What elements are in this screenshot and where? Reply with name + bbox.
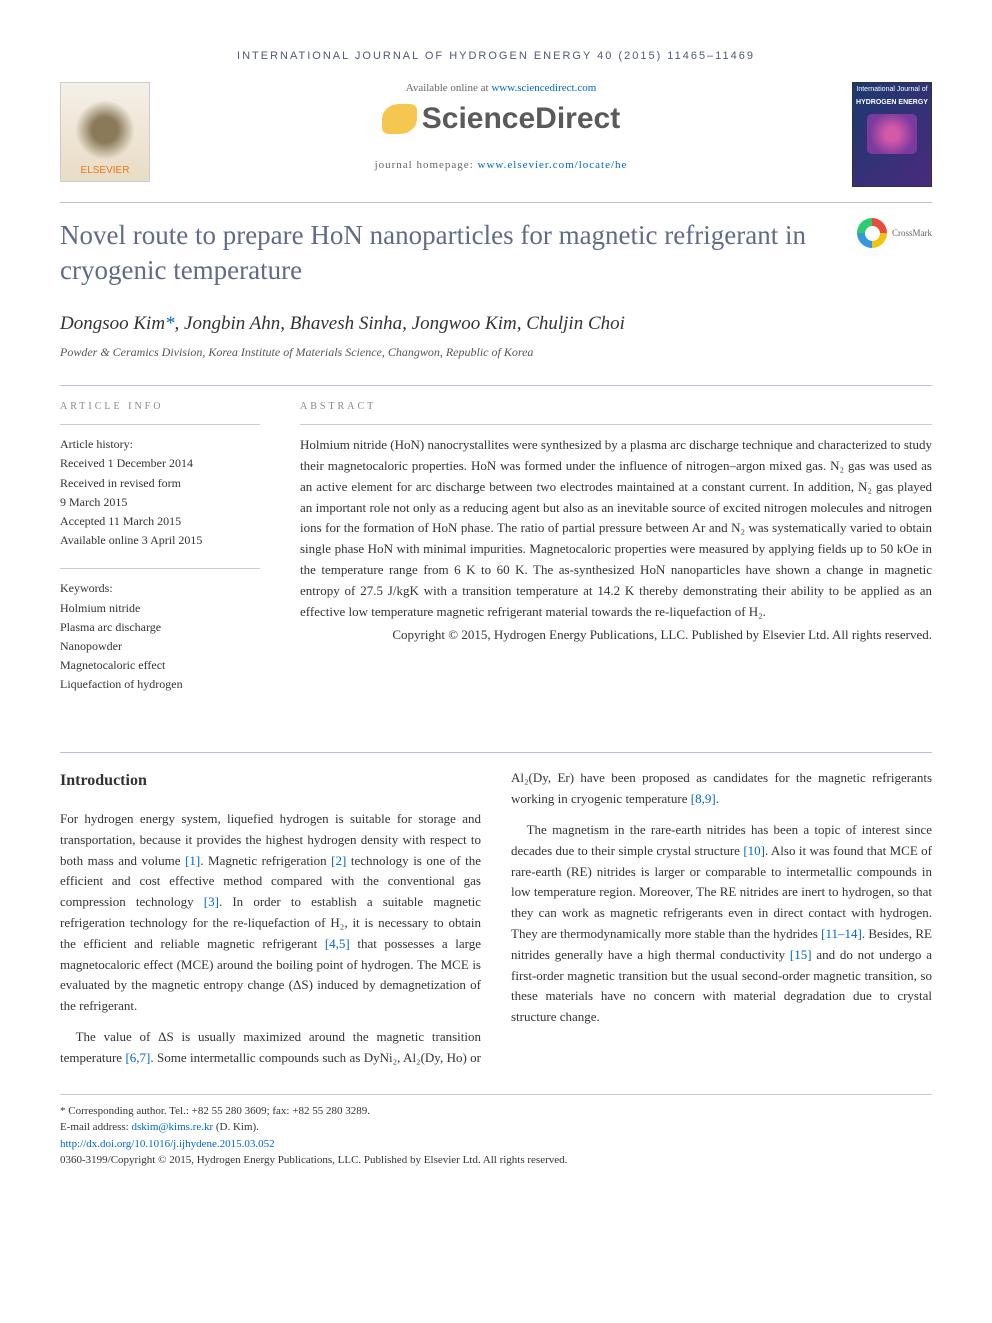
history-received: Received 1 December 2014 [60, 454, 260, 473]
elsevier-logo: ELSEVIER [60, 82, 150, 182]
cover-title: HYDROGEN ENERGY [853, 96, 931, 109]
keywords-label: Keywords: [60, 579, 260, 598]
available-online-text: Available online at www.sciencedirect.co… [170, 82, 832, 94]
history-online: Available online 3 April 2015 [60, 531, 260, 550]
abstract-label: ABSTRACT [300, 401, 932, 412]
history-accepted: Accepted 11 March 2015 [60, 512, 260, 531]
ref-link[interactable]: [1] [185, 853, 200, 868]
intro-paragraph: The magnetism in the rare-earth nitrides… [511, 820, 932, 1028]
issn-copyright: 0360-3199/Copyright © 2015, Hydrogen Ene… [60, 1152, 932, 1169]
introduction-heading: Introduction [60, 768, 481, 794]
footer-section: * Corresponding author. Tel.: +82 55 280… [60, 1094, 932, 1169]
email-link[interactable]: dskim@kims.re.kr [131, 1121, 213, 1133]
keyword: Nanopowder [60, 637, 260, 656]
corresponding-author-footer: * Corresponding author. Tel.: +82 55 280… [60, 1103, 932, 1120]
elsevier-tree-icon [75, 100, 135, 160]
crossmark-badge[interactable]: CrossMark [857, 218, 932, 248]
divider [60, 752, 932, 753]
article-info-sidebar: ARTICLE INFO Article history: Received 1… [60, 401, 260, 712]
corresponding-author-mark: * [165, 313, 175, 334]
keyword: Magnetocaloric effect [60, 656, 260, 675]
ref-link[interactable]: [4,5] [325, 936, 350, 951]
affiliation: Powder & Ceramics Division, Korea Instit… [60, 345, 932, 360]
ref-link[interactable]: [3] [204, 894, 219, 909]
keywords-block: Keywords: Holmium nitride Plasma arc dis… [60, 568, 260, 694]
sciencedirect-swoosh-icon [382, 104, 417, 134]
crossmark-label: CrossMark [892, 228, 932, 238]
abstract-column: ABSTRACT Holmium nitride (HoN) nanocryst… [300, 401, 932, 712]
history-revised: Received in revised form [60, 474, 260, 493]
sciencedirect-brand: ScienceDirect [382, 102, 620, 136]
journal-running-header: INTERNATIONAL JOURNAL OF HYDROGEN ENERGY… [60, 50, 932, 62]
journal-homepage-link[interactable]: www.elsevier.com/locate/he [478, 159, 628, 171]
abstract-copyright: Copyright © 2015, Hydrogen Energy Public… [300, 627, 932, 643]
cover-subtitle: International Journal of [853, 83, 931, 96]
divider [60, 202, 932, 203]
keyword: Liquefaction of hydrogen [60, 675, 260, 694]
author-list: Dongsoo Kim*, Jongbin Ahn, Bhavesh Sinha… [60, 313, 932, 335]
ref-link[interactable]: [8,9] [691, 791, 716, 806]
sciencedirect-link[interactable]: www.sciencedirect.com [491, 82, 596, 94]
cover-image [867, 114, 917, 154]
ref-link[interactable]: [10] [743, 843, 765, 858]
history-label: Article history: [60, 435, 260, 454]
crossmark-icon [857, 218, 887, 248]
intro-paragraph: For hydrogen energy system, liquefied hy… [60, 809, 481, 1017]
keyword: Plasma arc discharge [60, 618, 260, 637]
ref-link[interactable]: [6,7] [125, 1050, 150, 1065]
ref-link[interactable]: [2] [331, 853, 346, 868]
journal-homepage-text: journal homepage: www.elsevier.com/locat… [170, 159, 832, 171]
ref-link[interactable]: [11–14] [821, 926, 862, 941]
article-history-block: Article history: Received 1 December 201… [60, 424, 260, 550]
journal-cover-thumbnail: International Journal of HYDROGEN ENERGY [852, 82, 932, 187]
email-line: E-mail address: dskim@kims.re.kr (D. Kim… [60, 1119, 932, 1136]
abstract-text: Holmium nitride (HoN) nanocrystallites w… [300, 424, 932, 622]
history-revised-date: 9 March 2015 [60, 493, 260, 512]
elsevier-label: ELSEVIER [81, 165, 130, 176]
article-title: Novel route to prepare HoN nanoparticles… [60, 218, 857, 288]
article-info-label: ARTICLE INFO [60, 401, 260, 412]
keyword: Holmium nitride [60, 599, 260, 618]
body-two-column: Introduction For hydrogen energy system,… [60, 768, 932, 1068]
doi-link[interactable]: http://dx.doi.org/10.1016/j.ijhydene.201… [60, 1138, 275, 1150]
divider [60, 385, 932, 386]
header-block: ELSEVIER Available online at www.science… [60, 82, 932, 187]
ref-link[interactable]: [15] [790, 947, 812, 962]
